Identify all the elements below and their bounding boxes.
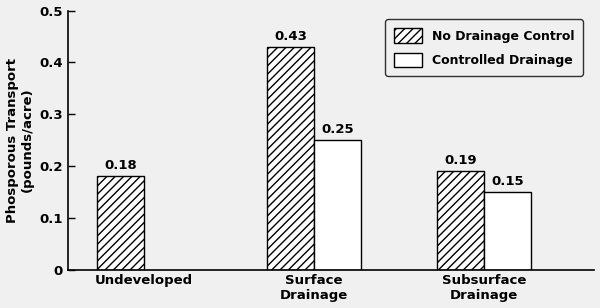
Bar (267, 47, 314, 270)
Text: 0.15: 0.15 (491, 175, 524, 188)
Bar (437, 171, 484, 270)
Bar (314, 140, 361, 270)
Text: 0.19: 0.19 (444, 154, 477, 167)
Legend: No Drainage Control, Controlled Drainage: No Drainage Control, Controlled Drainage (385, 19, 583, 76)
Bar (484, 192, 531, 270)
Text: 0.25: 0.25 (321, 123, 354, 136)
Y-axis label: Phosporous Transport
(pounds/acre): Phosporous Transport (pounds/acre) (5, 58, 34, 223)
Bar (97, 176, 144, 270)
Text: 0.18: 0.18 (104, 159, 137, 172)
Text: 0.43: 0.43 (274, 30, 307, 43)
